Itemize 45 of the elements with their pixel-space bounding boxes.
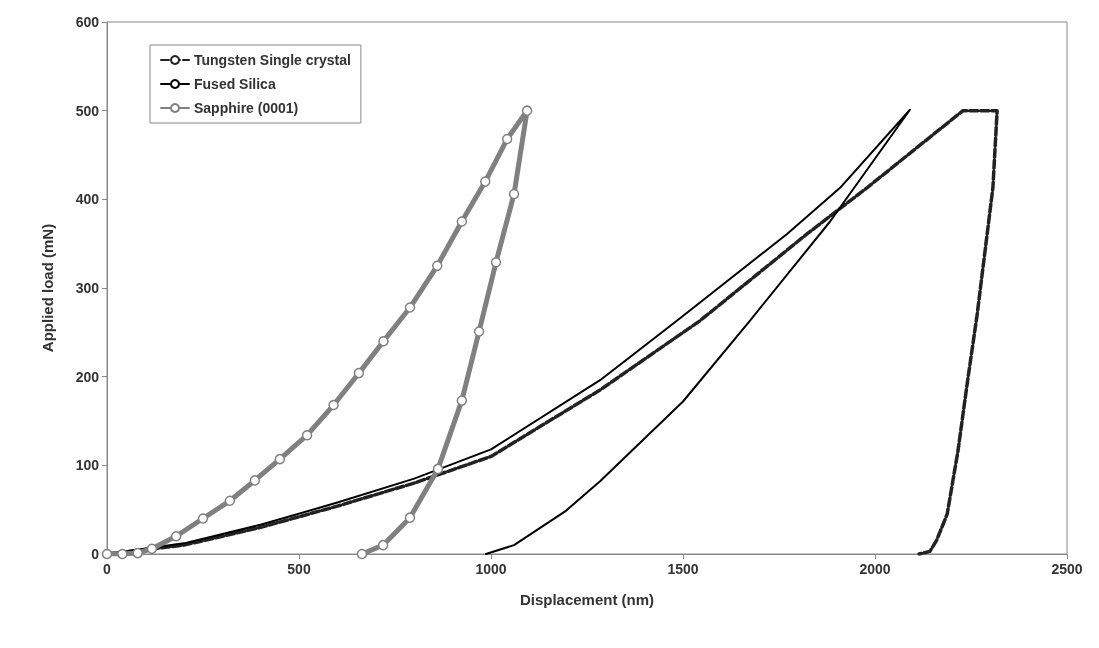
- y-tick-label: 300: [75, 280, 100, 296]
- point: [432, 463, 444, 475]
- x-axis-title: Displacement (nm): [519, 591, 655, 608]
- point: [117, 548, 128, 560]
- legend-label: Sapphire (0001): [194, 100, 299, 116]
- x-tick-label: 1000: [475, 561, 507, 577]
- x-tick-label: 0: [103, 561, 112, 577]
- point: [249, 475, 261, 486]
- y-tick-label: 100: [75, 457, 100, 474]
- point: [353, 367, 365, 379]
- y-axis-title: Applied load (mN): [39, 223, 56, 353]
- point: [274, 453, 286, 465]
- point: [480, 176, 491, 187]
- y-tick-label: 600: [75, 14, 100, 30]
- point: [301, 429, 313, 441]
- point: [377, 539, 389, 551]
- point: [456, 216, 468, 227]
- point: [501, 133, 513, 145]
- point: [378, 335, 389, 347]
- point: [146, 543, 158, 554]
- point: [170, 531, 182, 542]
- point: [224, 495, 236, 507]
- point: [132, 547, 143, 559]
- point: [432, 260, 443, 272]
- point: [404, 512, 416, 523]
- x-tick-label: 2000: [859, 561, 891, 577]
- y-tick-label: 400: [75, 191, 100, 208]
- point: [404, 302, 416, 313]
- point: [101, 548, 113, 560]
- legend-label: Tungsten Single crystal: [194, 52, 351, 68]
- y-tick-label: 200: [75, 368, 100, 385]
- point: [456, 395, 468, 406]
- x-tick-label: 1500: [667, 561, 699, 577]
- y-tick-label: 0: [91, 546, 100, 562]
- point: [197, 513, 209, 524]
- point: [328, 399, 339, 411]
- point: [356, 548, 368, 560]
- x-tick-label: 2500: [1051, 561, 1083, 577]
- y-tick-label: 500: [75, 102, 100, 119]
- point: [508, 188, 520, 200]
- legend-label: Fused Silica: [194, 76, 276, 92]
- x-tick-label: 500: [287, 561, 311, 577]
- point: [473, 326, 485, 337]
- point: [490, 257, 502, 268]
- point: [521, 105, 533, 116]
